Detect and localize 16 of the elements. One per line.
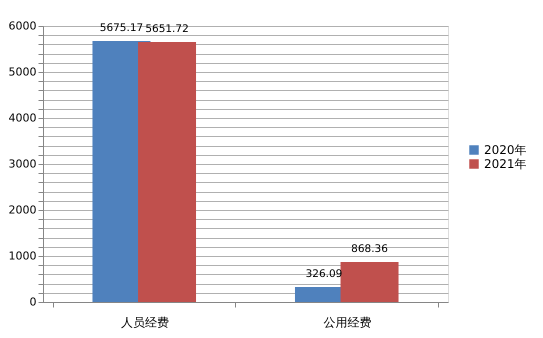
data-label: 5675.17 — [100, 22, 144, 34]
data-label: 868.36 — [351, 243, 388, 256]
legend-label: 2021年 — [484, 157, 527, 171]
x-tick-label: 人员经费 — [120, 316, 169, 330]
y-tick-label: 1000 — [8, 250, 36, 262]
y-tick-label: 2000 — [8, 204, 36, 216]
y-tick-label: 0 — [30, 296, 36, 308]
bar — [138, 42, 196, 302]
y-tick-label: 6000 — [8, 20, 36, 32]
y-tick-label: 3000 — [8, 158, 36, 170]
y-tick-label: 5000 — [8, 66, 36, 78]
y-tick-label: 4000 — [8, 112, 36, 124]
bar — [340, 262, 399, 302]
legend-label: 2020年 — [484, 143, 527, 157]
data-label: 5651.72 — [145, 23, 189, 36]
x-tick-label: 公用经费 — [323, 316, 372, 330]
